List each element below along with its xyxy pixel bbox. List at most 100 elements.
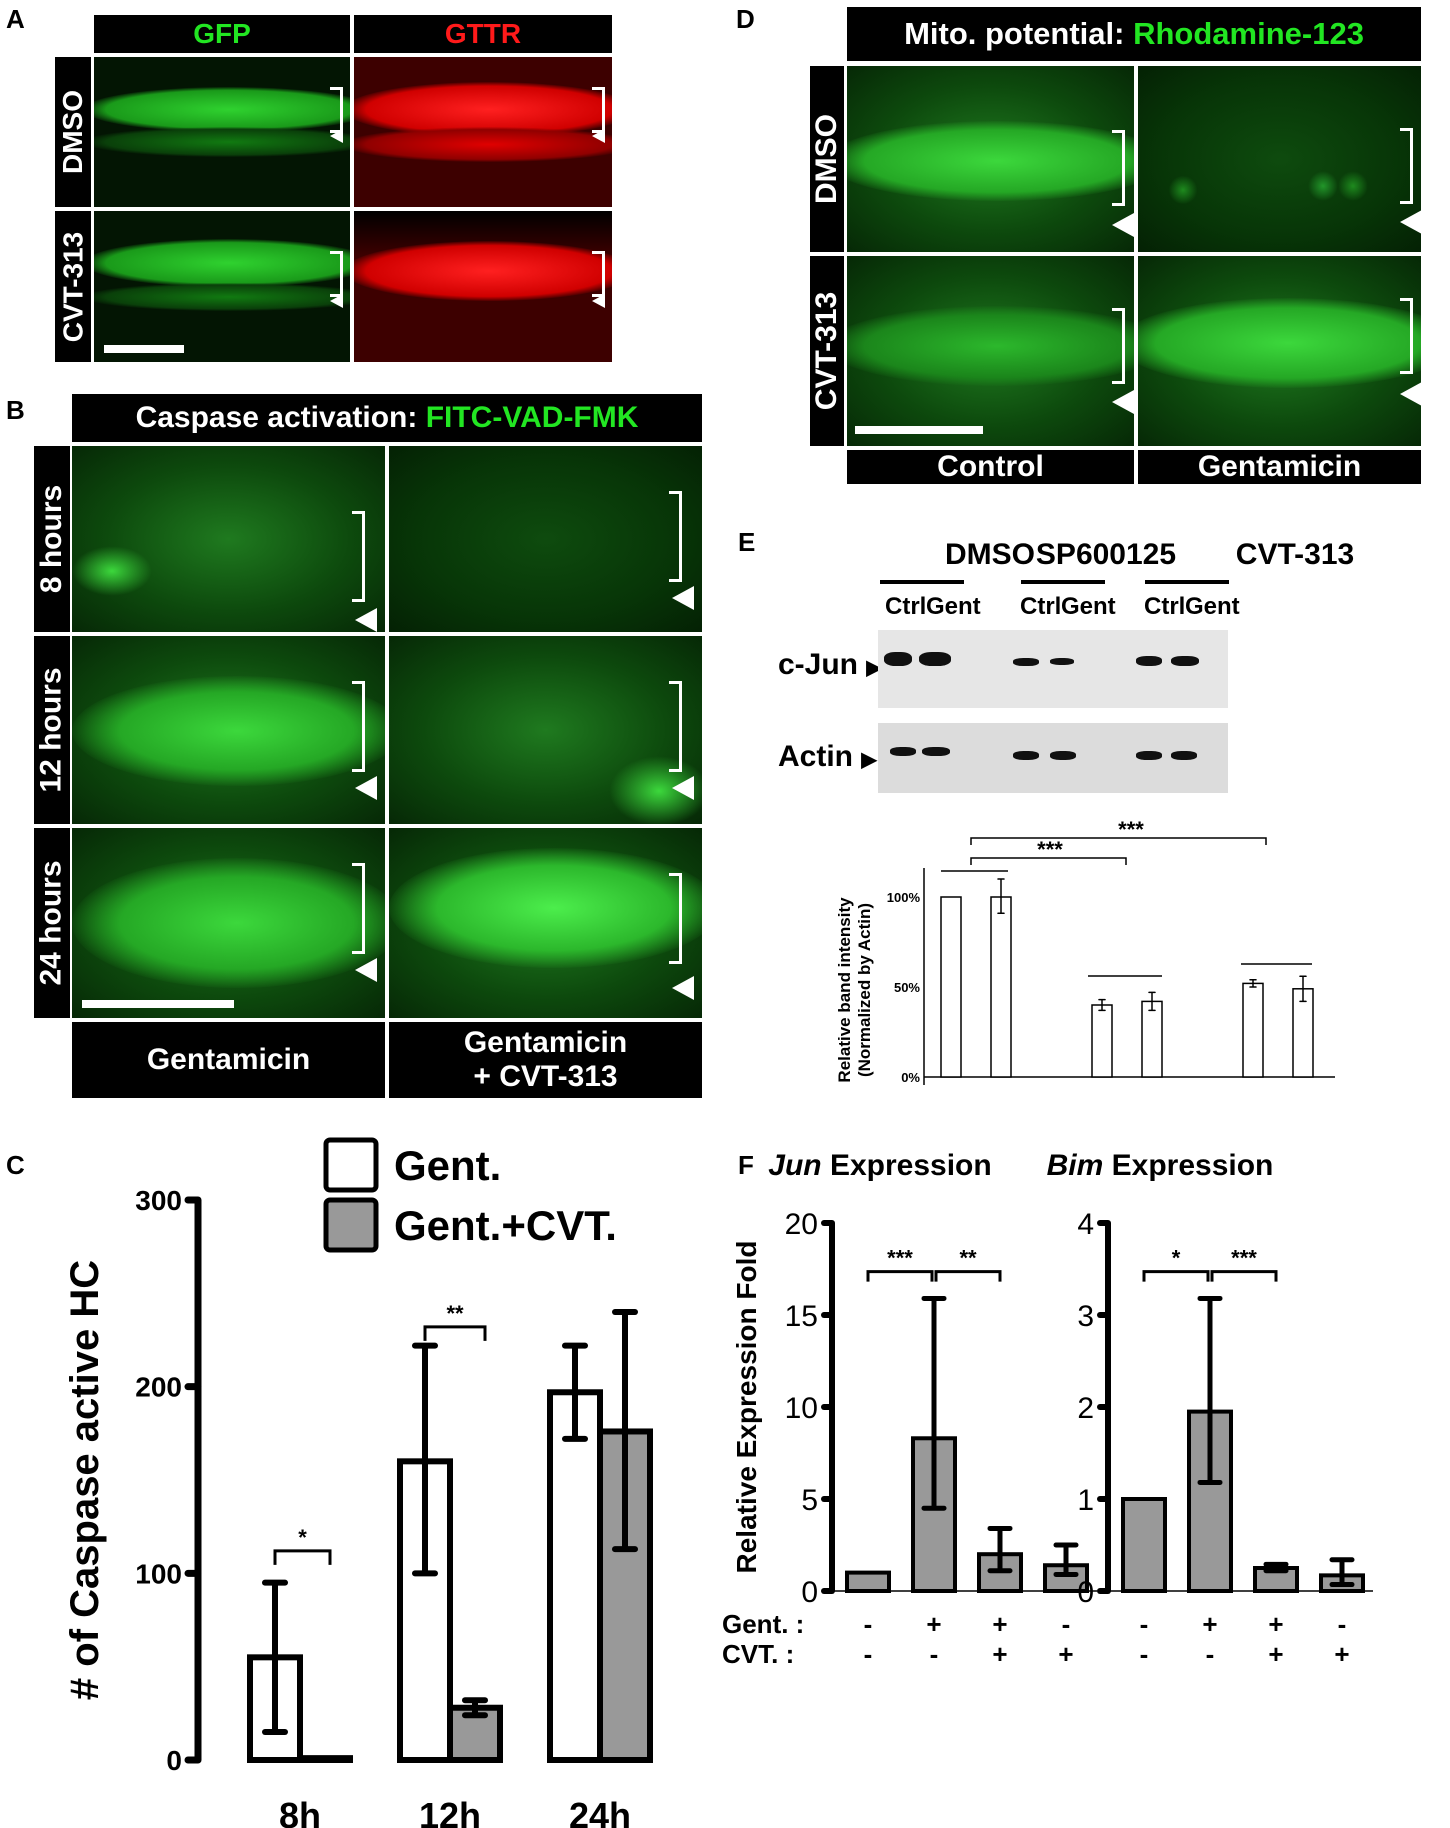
western-blot-cjun	[878, 630, 1228, 708]
panel-a-col-gttr: GTTR	[352, 13, 614, 55]
svg-text:Bim Expression: Bim Expression	[1047, 1149, 1274, 1182]
svg-text:Jun Expression: Jun Expression	[768, 1149, 991, 1182]
panel-a-col-gfp: GFP	[92, 13, 352, 55]
svg-text:-: -	[1140, 1639, 1149, 1669]
group-underline	[1145, 580, 1229, 584]
svg-text:8h: 8h	[279, 1795, 321, 1828]
svg-text:100%: 100%	[887, 890, 921, 905]
panel-d-dmso-gent-image	[1136, 64, 1423, 254]
svg-text:(Normalized by Actin): (Normalized by Actin)	[855, 903, 874, 1077]
svg-text:*: *	[1172, 1246, 1181, 1271]
western-blot-actin	[878, 723, 1228, 793]
svg-text:**: **	[446, 1301, 464, 1326]
svg-text:+: +	[992, 1639, 1007, 1669]
svg-text:0: 0	[166, 1745, 182, 1776]
group-underline	[880, 580, 964, 584]
panel-d-row-cvt: CVT-313	[808, 254, 846, 448]
svg-text:200: 200	[135, 1372, 182, 1403]
panel-d-col-control: Control	[845, 448, 1136, 486]
svg-text:24h: 24h	[569, 1795, 631, 1828]
svg-text:2: 2	[1077, 1392, 1094, 1425]
svg-text:+: +	[926, 1609, 941, 1639]
svg-text:-: -	[1062, 1609, 1071, 1639]
panel-d-row-dmso: DMSO	[808, 64, 846, 254]
blot-row-cjun: c-Jun ▶	[778, 648, 882, 681]
panel-b-row-8h: 8 hours	[32, 444, 72, 634]
svg-text:0: 0	[801, 1576, 818, 1609]
svg-text:15: 15	[785, 1300, 818, 1333]
lane-label: Gent	[1185, 593, 1240, 620]
svg-text:Gent.: Gent.	[394, 1142, 501, 1189]
svg-text:100: 100	[135, 1558, 182, 1589]
svg-text:***: ***	[1118, 817, 1144, 842]
svg-text:-: -	[930, 1639, 939, 1669]
arrow-right-icon: ▶	[866, 657, 882, 679]
svg-text:10: 10	[785, 1392, 818, 1425]
panel-b-col-gentamicin-cvt: Gentamicin + CVT-313	[387, 1020, 704, 1100]
panel-d-label: D	[736, 4, 755, 34]
svg-text:20: 20	[785, 1208, 818, 1241]
panel-a-gttr-cvt-image	[352, 209, 614, 364]
svg-text:**: **	[959, 1246, 977, 1271]
svg-text:1: 1	[1077, 1484, 1094, 1517]
panel-a-label: A	[6, 4, 25, 34]
panel-d-cvt-control-image	[845, 254, 1136, 448]
panel-b-title: Caspase activation: FITC-VAD-FMK	[70, 392, 704, 444]
svg-text:-: -	[1140, 1609, 1149, 1639]
panel-a-gfp-cvt-image	[92, 209, 352, 364]
svg-text:+: +	[1202, 1609, 1217, 1639]
svg-text:CVT. :: CVT. :	[722, 1639, 794, 1669]
scale-bar	[855, 426, 983, 434]
panel-b-row-24h: 24 hours	[32, 826, 72, 1020]
lane-label: Ctrl	[885, 593, 927, 620]
svg-text:12h: 12h	[419, 1795, 481, 1828]
group-dmso: DMSO	[945, 538, 1035, 571]
svg-text:-: -	[864, 1639, 873, 1669]
svg-text:4: 4	[1077, 1208, 1094, 1241]
blot-row-actin: Actin ▶	[778, 740, 877, 773]
svg-text:3: 3	[1077, 1300, 1094, 1333]
panel-e-bar-chart: 0% 50% 100% Relative band intensity (Normali…	[835, 817, 1335, 1085]
panel-a-gttr-dmso-image	[352, 55, 614, 209]
scale-bar	[82, 1000, 234, 1008]
panel-b-12h-gentcvt-image	[387, 634, 704, 826]
svg-text:-: -	[1206, 1639, 1215, 1669]
svg-text:Gent.+CVT.: Gent.+CVT.	[394, 1202, 617, 1249]
svg-text:0: 0	[1077, 1576, 1094, 1609]
svg-text:+: +	[992, 1609, 1007, 1639]
lane-label: Ctrl	[1020, 593, 1062, 620]
panel-c-label: C	[6, 1150, 25, 1180]
svg-text:300: 300	[135, 1185, 182, 1216]
panel-d-dmso-control-image	[845, 64, 1136, 254]
panel-e-label: E	[738, 527, 756, 557]
svg-text:+: +	[1334, 1639, 1349, 1669]
scale-bar	[104, 345, 184, 353]
panel-b-24h-gent-image	[70, 826, 387, 1020]
svg-text:50%: 50%	[894, 980, 920, 995]
svg-text:-: -	[864, 1609, 873, 1639]
panel-b-8h-gentcvt-image	[387, 444, 704, 634]
panel-f-label: F	[738, 1150, 754, 1180]
svg-text:***: ***	[1037, 837, 1063, 862]
svg-text:Relative Expression Fold: Relative Expression Fold	[731, 1241, 762, 1574]
panel-b-12h-gent-image	[70, 634, 387, 826]
svg-text:+: +	[1058, 1639, 1073, 1669]
panel-d-col-gentamicin: Gentamicin	[1136, 448, 1423, 486]
group-cvt313: CVT-313	[1235, 538, 1355, 571]
panel-d-cvt-gent-image	[1136, 254, 1423, 448]
svg-text:***: ***	[1231, 1246, 1257, 1271]
panel-b-8h-gent-image	[70, 444, 387, 634]
panel-a-gfp-dmso-image	[92, 55, 352, 209]
panel-a-row-cvt: CVT-313	[53, 209, 93, 364]
panel-d-title: Mito. potential: Rhodamine-123	[845, 5, 1423, 63]
panel-b-24h-gentcvt-image	[387, 826, 704, 1020]
panel-b-row-12h: 12 hours	[32, 634, 72, 826]
lane-label: Gent	[926, 593, 981, 620]
panel-a-row-dmso: DMSO	[53, 55, 93, 209]
panel-c-bar-chart: 0 100 200 300 # of Caspase active HC 8h 12h 24h…	[63, 1137, 653, 1828]
svg-text:0%: 0%	[901, 1070, 920, 1085]
arrow-right-icon: ▶	[861, 749, 877, 771]
svg-text:+: +	[1268, 1609, 1283, 1639]
panel-b-label: B	[6, 395, 25, 425]
group-sp600125: SP600125	[1035, 538, 1177, 571]
